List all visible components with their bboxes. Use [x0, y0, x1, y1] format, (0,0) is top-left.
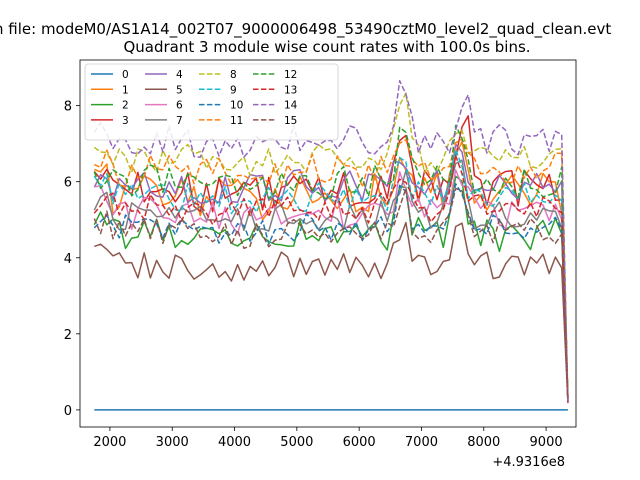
y-tick-label-0: 0: [64, 404, 72, 419]
x-tick-label-4000: 4000: [218, 435, 251, 450]
legend-label-11: 11: [230, 115, 243, 127]
x-tick-label-2000: 2000: [93, 435, 126, 450]
x-tick-label-5000: 5000: [280, 435, 313, 450]
x-offset-label: +4.9316e8: [492, 455, 565, 470]
series-line-5: [94, 221, 569, 403]
series-lines: [93, 80, 569, 411]
legend-label-5: 5: [176, 84, 183, 96]
y-tick-label-8: 8: [64, 100, 72, 115]
legend-label-9: 9: [230, 84, 237, 96]
series-line-12: [93, 124, 569, 399]
legend-label-4: 4: [176, 69, 183, 81]
series-line-2: [93, 175, 569, 397]
legend-label-14: 14: [284, 100, 298, 112]
legend-label-1: 1: [122, 84, 129, 96]
x-tick-label-8000: 8000: [467, 435, 500, 450]
y-tick-label-6: 6: [64, 176, 72, 191]
plot-area: [93, 80, 569, 411]
legend-label-7: 7: [176, 115, 183, 127]
legend-label-12: 12: [284, 69, 297, 81]
legend-label-8: 8: [230, 69, 237, 81]
y-tick-label-2: 2: [64, 328, 72, 343]
x-tick-label-6000: 6000: [343, 435, 376, 450]
legend-label-6: 6: [176, 100, 183, 112]
series-line-10: [93, 183, 569, 402]
series-line-6: [94, 169, 569, 404]
series-line-13: [93, 154, 569, 403]
y-tick-label-4: 4: [64, 252, 72, 267]
file-header: n file: modeM0/AS1A14_002T07_9000006498_…: [0, 20, 611, 39]
legend-label-0: 0: [122, 69, 129, 81]
x-tick-label-3000: 3000: [156, 435, 189, 450]
legend-label-3: 3: [122, 115, 129, 127]
chart-title: Quadrant 3 module wise count rates with …: [123, 38, 530, 56]
series-line-3: [93, 115, 569, 398]
series-line-11: [93, 138, 569, 400]
x-tick-label-9000: 9000: [530, 435, 563, 450]
legend-label-10: 10: [230, 100, 243, 112]
series-line-15: [93, 187, 569, 399]
axes: 2000 3000 4000 5000 6000 7000 8000 9000 +4.9316e…: [64, 59, 577, 470]
legend-label-2: 2: [122, 100, 129, 112]
axes-frame: [79, 59, 577, 428]
series-line-9: [93, 149, 569, 402]
legend-label-13: 13: [284, 84, 297, 96]
legend-box: [84, 63, 339, 141]
x-tick-label-7000: 7000: [405, 435, 438, 450]
legend-label-15: 15: [284, 115, 297, 127]
